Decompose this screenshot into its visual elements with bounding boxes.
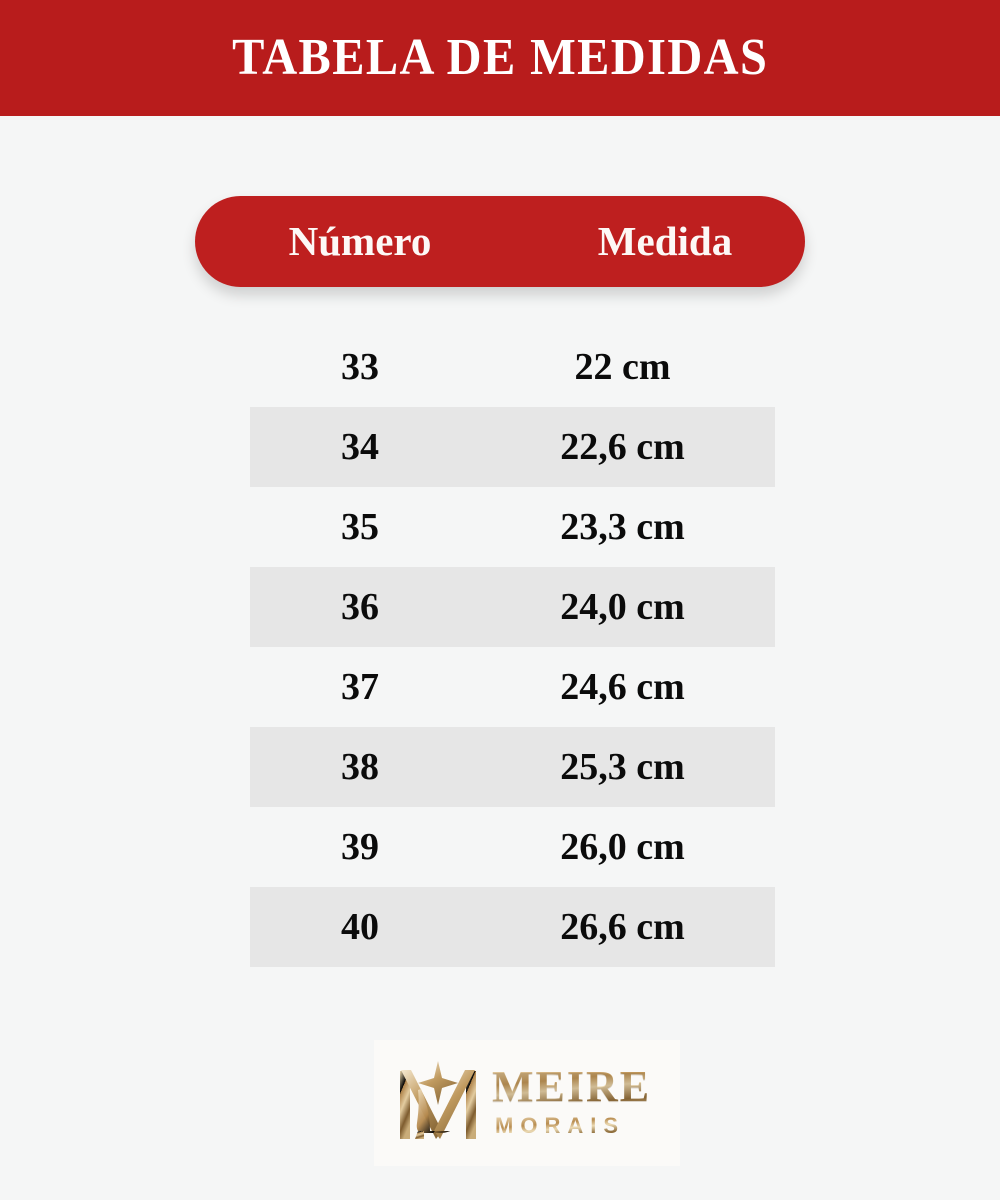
cell-numero: 37 xyxy=(341,666,379,708)
brand-wordmark: MEIRE MORAIS xyxy=(492,1061,652,1141)
brand-subtitle: MORAIS xyxy=(495,1113,625,1139)
table-row: 40 26,6 cm xyxy=(250,887,775,967)
page-title: TABELA DE MEDIDAS xyxy=(231,29,769,86)
cell-numero: 39 xyxy=(341,826,379,868)
size-table-body: 33 22 cm 34 22,6 cm 35 23,3 cm 36 24,0 cm 37 24,6… xyxy=(250,327,775,967)
table-row: 37 24,6 cm xyxy=(250,647,775,727)
cell-medida: 26,6 cm xyxy=(560,906,685,948)
table-header-pill: Número Medida xyxy=(195,196,805,287)
cell-numero: 33 xyxy=(341,346,379,388)
m-monogram-icon xyxy=(388,1053,488,1153)
cell-medida: 25,3 cm xyxy=(560,746,685,788)
cell-medida: 24,0 cm xyxy=(560,586,685,628)
cell-numero: 34 xyxy=(341,426,379,468)
table-row: 39 26,0 cm xyxy=(250,807,775,887)
cell-numero: 40 xyxy=(341,906,379,948)
cell-medida: 22 cm xyxy=(574,346,671,388)
cell-medida: 22,6 cm xyxy=(560,426,685,468)
page-header-banner: TABELA DE MEDIDAS xyxy=(0,0,1000,116)
brand-name: MEIRE xyxy=(492,1061,652,1111)
cell-numero: 38 xyxy=(341,746,379,788)
cell-medida: 23,3 cm xyxy=(560,506,685,548)
table-row: 35 23,3 cm xyxy=(250,487,775,567)
table-row: 38 25,3 cm xyxy=(250,727,775,807)
column-header-medida: Medida xyxy=(597,218,733,264)
table-row: 36 24,0 cm xyxy=(250,567,775,647)
cell-numero: 35 xyxy=(341,506,379,548)
column-header-numero: Número xyxy=(288,218,432,264)
table-row: 33 22 cm xyxy=(250,327,775,407)
brand-logo: MEIRE MORAIS xyxy=(374,1040,680,1166)
cell-medida: 26,0 cm xyxy=(560,826,685,868)
table-row: 34 22,6 cm xyxy=(250,407,775,487)
cell-numero: 36 xyxy=(341,586,379,628)
cell-medida: 24,6 cm xyxy=(560,666,685,708)
